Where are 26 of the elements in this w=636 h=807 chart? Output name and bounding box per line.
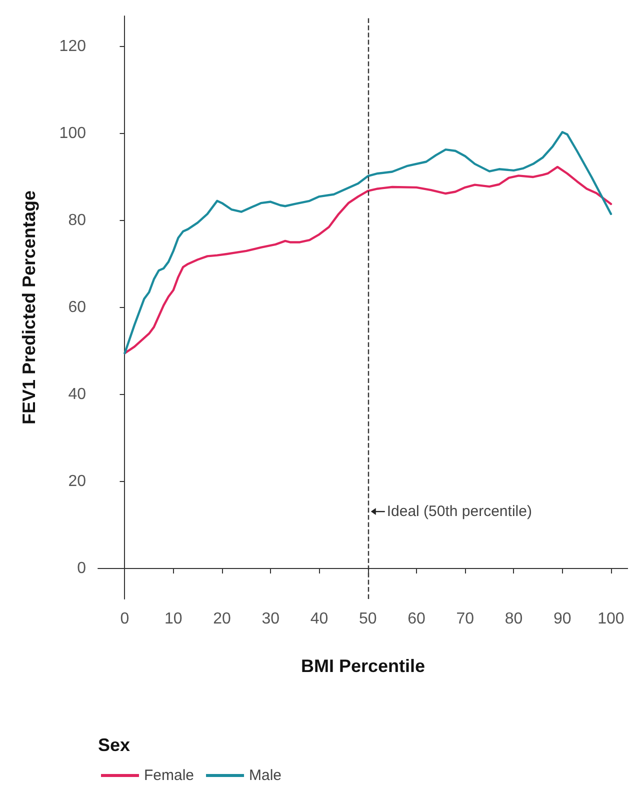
x-tick-label: 70	[456, 610, 474, 628]
legend-label: Male	[249, 767, 282, 784]
x-tick-label: 60	[408, 610, 426, 628]
x-tick-label: 20	[213, 610, 231, 628]
x-tick-label: 100	[598, 610, 624, 628]
x-tick-label: 80	[504, 610, 523, 628]
y-tick-label: 80	[68, 212, 86, 229]
y-tick-label: 60	[68, 299, 86, 316]
ref-line-label: Ideal (50th percentile)	[386, 503, 532, 520]
y-axis-title: FEV1 Predicted Percentage	[19, 190, 39, 425]
y-tick-label: 0	[77, 560, 86, 578]
y-tick-label: 100	[59, 124, 86, 142]
legend-label: Female	[144, 767, 194, 784]
y-tick-label: 120	[59, 38, 86, 55]
x-axis-title: BMI Percentile	[300, 656, 426, 676]
line-series	[124, 166, 612, 354]
y-tick-label: 40	[68, 386, 86, 404]
legend-title: Sex	[98, 735, 130, 755]
x-tick-label: 90	[553, 610, 572, 628]
x-tick-label: 50	[358, 610, 377, 628]
x-tick-label: 40	[310, 610, 328, 628]
x-tick-label: 10	[164, 610, 182, 628]
y-tick-label: 20	[68, 473, 86, 490]
line-series	[124, 131, 612, 354]
x-tick-label: 0	[120, 610, 130, 628]
x-tick-label: 30	[262, 610, 280, 628]
